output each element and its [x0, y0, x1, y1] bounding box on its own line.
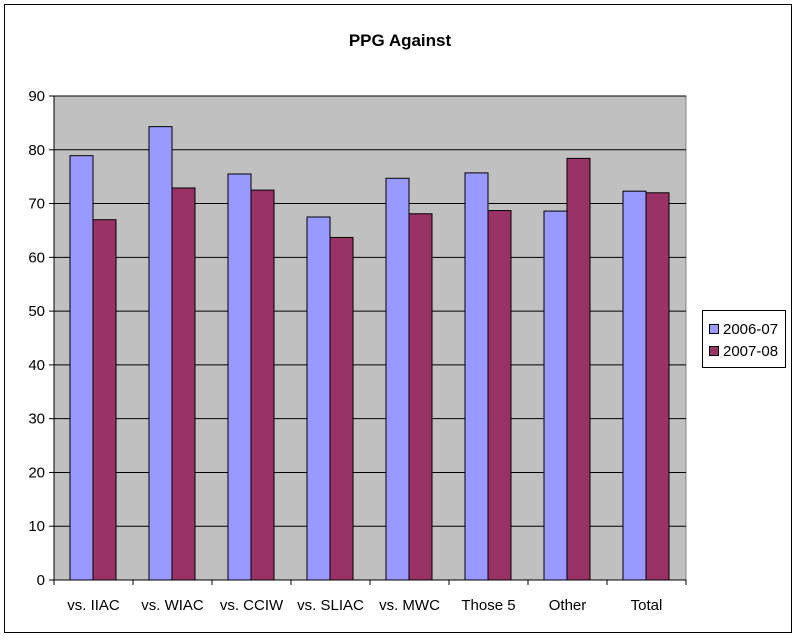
- bar-series-1: [622, 190, 647, 581]
- y-tick-label: 20: [28, 464, 45, 481]
- x-tick-label: Those 5: [461, 597, 515, 614]
- legend: 2006-07 2007-08: [702, 310, 786, 368]
- chart-title: PPG Against: [349, 31, 452, 50]
- bar-series-1: [543, 210, 568, 581]
- x-tick-label: vs. MWC: [379, 597, 440, 614]
- legend-label-series-2: 2007-08: [723, 342, 779, 360]
- y-tick-label: 60: [28, 249, 45, 266]
- y-tick-label: 30: [28, 411, 45, 428]
- bar-series-1: [464, 172, 489, 581]
- x-tick-label: vs. IIAC: [67, 597, 120, 614]
- x-tick-label: vs. WIAC: [141, 597, 204, 614]
- y-tick-label: 80: [28, 142, 45, 159]
- x-tick-label: Total: [631, 597, 663, 614]
- y-tick-labels: 0 10 20 30 40 50 60 70 80 90: [28, 88, 45, 589]
- x-tick-label: Other: [549, 597, 587, 614]
- bar-series-2: [645, 192, 670, 581]
- bar-series-2: [171, 187, 196, 581]
- bar-series-2: [92, 219, 117, 581]
- legend-swatch-series-1: [709, 324, 719, 334]
- bar-series-1: [148, 126, 173, 581]
- y-tick-label: 40: [28, 357, 45, 374]
- y-tick-label: 50: [28, 303, 45, 320]
- axes: [49, 95, 687, 585]
- y-tick-label: 90: [28, 88, 45, 105]
- legend-label-series-1: 2006-07: [723, 320, 779, 338]
- bar-series-1: [306, 216, 331, 581]
- legend-item-series-2: 2007-08: [709, 342, 778, 360]
- x-tick-labels: vs. IIAC vs. WIAC vs. CCIW vs. SLIAC vs. MWC…: [67, 597, 662, 614]
- bars: [69, 126, 670, 581]
- bar-series-2: [566, 157, 591, 581]
- bar-series-1: [69, 155, 94, 581]
- bar-series-2: [408, 213, 433, 581]
- legend-item-series-1: 2006-07: [709, 320, 778, 338]
- x-tick-label: vs. CCIW: [220, 597, 284, 614]
- y-tick-label: 10: [28, 518, 45, 535]
- y-tick-label: 0: [37, 572, 45, 589]
- bar-series-1: [385, 177, 410, 581]
- y-tick-label: 70: [28, 196, 45, 213]
- bar-series-2: [250, 189, 275, 581]
- bar-series-2: [329, 236, 354, 581]
- bar-series-2: [487, 210, 512, 581]
- legend-swatch-series-2: [709, 346, 719, 356]
- x-tick-label: vs. SLIAC: [297, 597, 364, 614]
- bar-series-1: [227, 173, 252, 581]
